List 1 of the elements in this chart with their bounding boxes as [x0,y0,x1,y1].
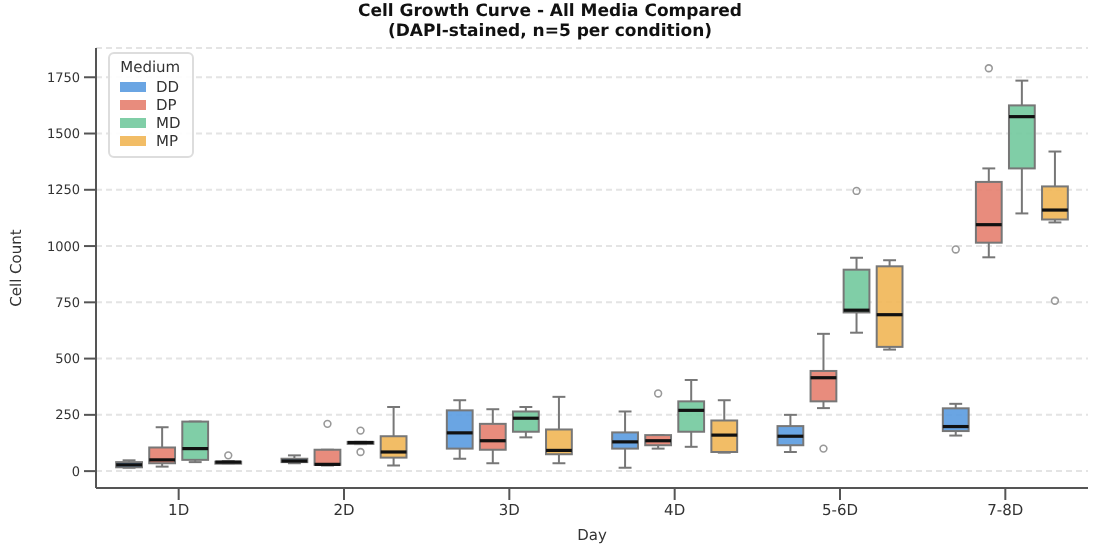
chart-title: Cell Growth Curve - All Media Compared (DAPI-stained, n=5 per condition) [355,2,745,42]
